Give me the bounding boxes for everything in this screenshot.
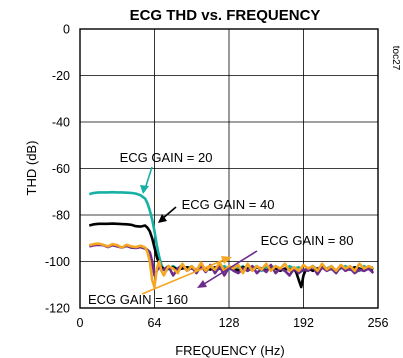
y-tick-label: -120 bbox=[45, 302, 70, 316]
series-lines bbox=[88, 190, 375, 289]
x-tick-label: 0 bbox=[77, 316, 84, 330]
annotation-gain-160: ECG GAIN = 160 bbox=[88, 256, 232, 307]
annotation-arrowhead-gain-20 bbox=[140, 185, 149, 194]
annotation-gain-40: ECG GAIN = 40 bbox=[158, 197, 274, 223]
annotation-arrowhead-gain-40 bbox=[158, 214, 167, 223]
annotation-arrow-gain-80 bbox=[203, 250, 258, 285]
y-tick-label: -20 bbox=[52, 69, 70, 83]
annotation-label-gain-160: ECG GAIN = 160 bbox=[88, 292, 188, 307]
chart-title: ECG THD vs. FREQUENCY bbox=[130, 7, 321, 24]
annotation-arrowhead-gain-80 bbox=[197, 280, 207, 288]
y-tick-label: -80 bbox=[52, 209, 70, 223]
grid-lines bbox=[80, 29, 378, 308]
x-tick-label: 192 bbox=[293, 316, 314, 330]
tick-labels: 0 64 128 192 256 0 -20 -40 -60 -80 -100 -120 bbox=[45, 23, 389, 331]
x-axis-label: FREQUENCY (Hz) bbox=[175, 343, 285, 358]
y-tick-label: 0 bbox=[63, 23, 70, 37]
annotations: ECG GAIN = 20 ECG GAIN = 40 ECG GAIN = 8… bbox=[88, 150, 353, 307]
y-axis-label: THD (dB) bbox=[24, 141, 39, 196]
series-line-3 bbox=[88, 243, 375, 277]
annotation-label-gain-80: ECG GAIN = 80 bbox=[261, 233, 354, 248]
plot-frame bbox=[79, 28, 379, 309]
x-tick-label: 256 bbox=[368, 316, 389, 330]
annotation-arrowhead-gain-160 bbox=[221, 256, 232, 264]
x-tick-label: 128 bbox=[219, 316, 240, 330]
y-tick-label: -60 bbox=[52, 162, 70, 176]
y-tick-label: -40 bbox=[52, 116, 70, 130]
x-tick-label: 64 bbox=[148, 316, 162, 330]
figure-code: toc27 bbox=[390, 46, 401, 71]
series-line-4 bbox=[89, 242, 374, 289]
annotation-arrow-gain-160 bbox=[141, 258, 227, 295]
y-tick-label: -100 bbox=[45, 255, 70, 269]
annotation-label-gain-40: ECG GAIN = 40 bbox=[182, 197, 275, 212]
annotation-gain-80: ECG GAIN = 80 bbox=[197, 233, 353, 288]
annotation-arrow-gain-40 bbox=[161, 206, 177, 220]
annotation-label-gain-20: ECG GAIN = 20 bbox=[120, 150, 213, 165]
annotation-arrow-gain-20 bbox=[144, 166, 153, 190]
annotation-gain-20: ECG GAIN = 20 bbox=[120, 150, 213, 194]
